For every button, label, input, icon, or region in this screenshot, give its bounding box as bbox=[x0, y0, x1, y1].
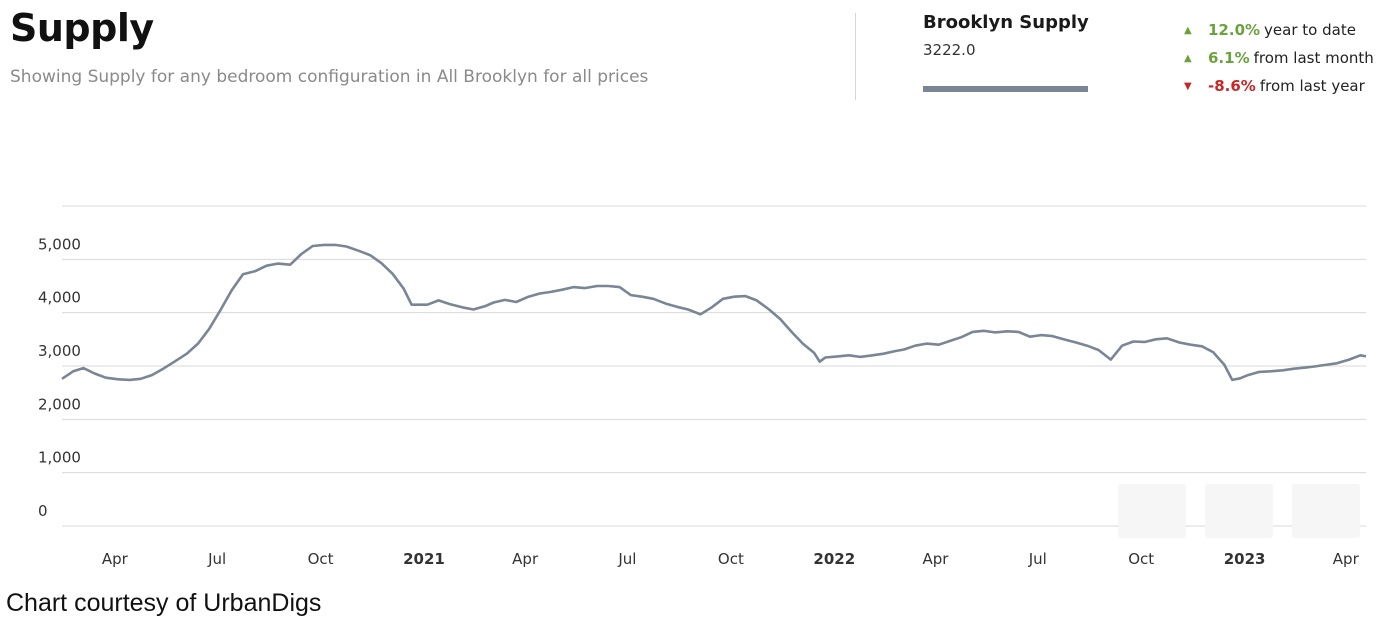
page-subtitle: Showing Supply for any bedroom configura… bbox=[10, 67, 649, 87]
change-label: from last year bbox=[1259, 77, 1365, 95]
x-tick-label: Jul bbox=[617, 550, 636, 568]
x-tick-label: Oct bbox=[308, 550, 334, 568]
x-tick-label: 2022 bbox=[813, 550, 855, 568]
change-pct: 12.0% bbox=[1208, 21, 1261, 39]
x-tick-label: 2023 bbox=[1224, 550, 1266, 568]
change-pct: -8.6% bbox=[1208, 77, 1256, 95]
y-tick-label: 0 bbox=[38, 502, 48, 520]
x-tick-label: Oct bbox=[718, 550, 744, 568]
up-arrow-icon: ▲ bbox=[1184, 24, 1192, 36]
y-tick-label: 1,000 bbox=[38, 449, 81, 467]
chart-type-button[interactable] bbox=[1205, 484, 1273, 538]
x-tick-label: Jul bbox=[207, 550, 226, 568]
y-tick-label: 2,000 bbox=[38, 395, 81, 413]
x-tick-label: Oct bbox=[1128, 550, 1154, 568]
y-tick-label: 5,000 bbox=[38, 235, 81, 253]
share-button[interactable] bbox=[1292, 484, 1360, 538]
down-arrow-icon: ▼ bbox=[1184, 80, 1192, 92]
change-pct: 6.1% bbox=[1208, 49, 1250, 67]
up-arrow-icon: ▲ bbox=[1184, 52, 1192, 64]
change-last-year: ▼ -8.6% from last year bbox=[1184, 72, 1374, 100]
x-tick-label: Apr bbox=[1333, 550, 1360, 568]
y-tick-label: 3,000 bbox=[38, 342, 81, 360]
series-legend-swatch bbox=[923, 86, 1088, 92]
change-label: year to date bbox=[1264, 21, 1356, 39]
change-last-month: ▲ 6.1% from last month bbox=[1184, 44, 1374, 72]
x-tick-label: Apr bbox=[102, 550, 129, 568]
y-tick-label: 4,000 bbox=[38, 289, 81, 307]
x-tick-label: 2021 bbox=[403, 550, 445, 568]
change-label: from last month bbox=[1253, 49, 1374, 67]
x-tick-label: Apr bbox=[922, 550, 949, 568]
x-tick-label: Apr bbox=[512, 550, 539, 568]
zoom-button[interactable] bbox=[1118, 484, 1186, 538]
stat-current-value: 3222.0 bbox=[923, 41, 976, 59]
header-divider bbox=[855, 13, 856, 100]
page-title: Supply bbox=[10, 6, 154, 50]
stat-series-name: Brooklyn Supply bbox=[923, 12, 1089, 33]
x-tick-label: Jul bbox=[1028, 550, 1047, 568]
change-list: ▲ 12.0% year to date ▲ 6.1% from last mo… bbox=[1184, 16, 1374, 100]
chart-credit: Chart courtesy of UrbanDigs bbox=[6, 589, 322, 617]
supply-series-line bbox=[61, 243, 1367, 382]
change-ytd: ▲ 12.0% year to date bbox=[1184, 16, 1374, 44]
supply-line-chart: 0 1,000 2,000 3,000 4,000 5,000 Apr Jul Oct 2021… bbox=[38, 205, 1367, 568]
